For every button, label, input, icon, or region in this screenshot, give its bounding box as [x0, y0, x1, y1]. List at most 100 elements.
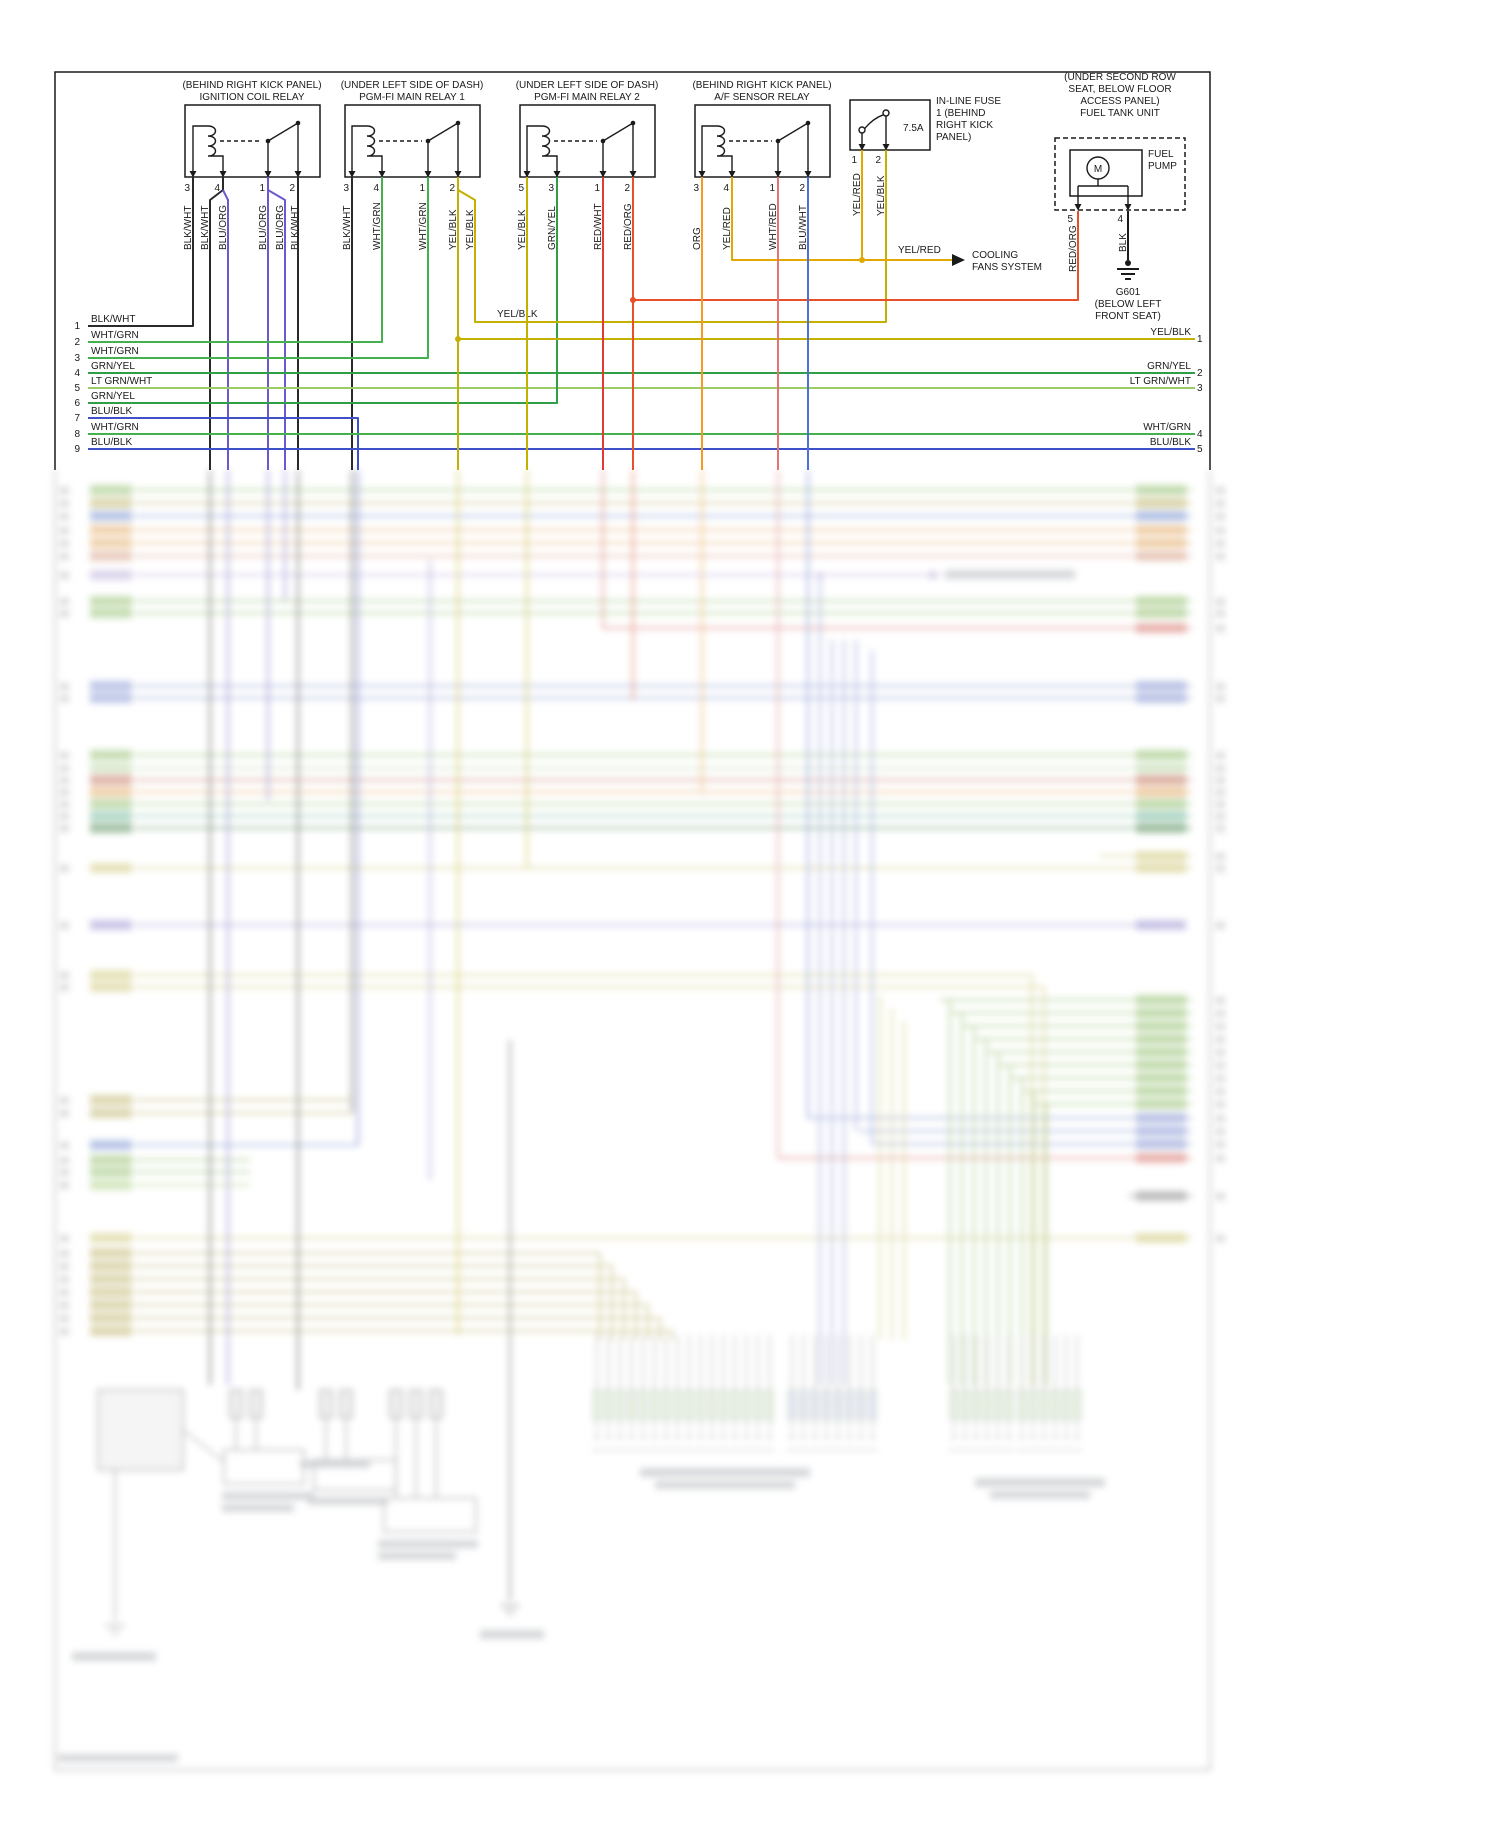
row-label: WHT/GRN	[91, 330, 139, 341]
pin-number: 2	[799, 183, 805, 194]
pin-number: 1	[259, 183, 265, 194]
wire-color-label: GRN/YEL	[547, 206, 558, 250]
ground-icon	[1117, 268, 1139, 280]
unit-location: SEAT, BELOW FLOOR	[1068, 84, 1171, 95]
row-label: GRN/YEL	[91, 391, 135, 402]
fuse-label: 1 (BEHIND	[936, 108, 985, 119]
row-number: 2	[1197, 368, 1203, 379]
wire-color-label: BLK/WHT	[183, 206, 194, 250]
left-connector-rows: 1 BLK/WHT 2 WHT/GRN 3 WHT/GRN 4 GRN/YEL …	[74, 314, 152, 455]
row-number: 8	[74, 429, 80, 440]
wire-color-label: BLU/ORG	[218, 205, 229, 250]
pin-number: 4	[373, 183, 379, 194]
pin-number: 2	[875, 155, 881, 166]
wire-color-label: BLU/ORG	[258, 205, 269, 250]
pin-arrows	[348, 171, 462, 178]
wire-color-label: BLK/WHT	[290, 206, 301, 250]
junction-dot	[859, 257, 865, 263]
row-number: 5	[74, 383, 80, 394]
blurred-wire-field	[58, 470, 1225, 1762]
cooling-dest: FANS SYSTEM	[972, 262, 1042, 273]
row-number: 4	[1197, 429, 1203, 440]
right-connector-rows: YEL/BLK 1 GRN/YEL 2 LT GRN/WHT 3 WHT/GRN…	[1130, 327, 1203, 455]
pin-number: 5	[518, 183, 524, 194]
arrow-right-icon	[952, 254, 965, 266]
in-line-fuse-1: 7.5A IN-LINE FUSE 1 (BEHIND RIGHT KICK P…	[849, 96, 1001, 216]
relay-name: IGNITION COIL RELAY	[199, 92, 304, 103]
unit-location: ACCESS PANEL)	[1080, 96, 1159, 107]
pin-number: 2	[289, 183, 295, 194]
relay-location: (BEHIND RIGHT KICK PANEL)	[692, 80, 831, 91]
pin-number: 1	[594, 183, 600, 194]
pin-number: 1	[851, 155, 857, 166]
row-label: WHT/GRN	[1143, 422, 1191, 433]
ground-location: FRONT SEAT)	[1095, 311, 1161, 322]
pin-arrows	[698, 171, 812, 178]
row-number: 1	[74, 321, 80, 332]
relay-name: PGM-FI MAIN RELAY 1	[359, 92, 465, 103]
pin-number: 1	[419, 183, 425, 194]
row-number: 6	[74, 398, 80, 409]
pin-number: 3	[343, 183, 349, 194]
wire-color-label: WHT/RED	[768, 203, 779, 250]
unit-name: FUEL TANK UNIT	[1080, 108, 1160, 119]
pin-number: 1	[769, 183, 775, 194]
wire-color-label: RED/ORG	[623, 203, 634, 250]
pin-number: 5	[1067, 214, 1073, 225]
junction-dot	[630, 297, 636, 303]
pin-arrows	[523, 171, 637, 178]
row-label: GRN/YEL	[1147, 361, 1191, 372]
relay-name: PGM-FI MAIN RELAY 2	[534, 92, 640, 103]
wire-color-label: YEL/RED	[722, 207, 733, 250]
wire-color-label: YEL/RED	[898, 245, 941, 256]
row-label: LT GRN/WHT	[1130, 376, 1191, 387]
pin-number: 3	[693, 183, 699, 194]
row-number: 5	[1197, 444, 1203, 455]
wire-color-label: YEL/BLK	[497, 309, 538, 320]
pin-number: 4	[214, 183, 220, 194]
pump-label: FUEL	[1148, 149, 1174, 160]
row-number: 2	[74, 337, 80, 348]
wire-color-label: ORG	[692, 227, 703, 250]
relay-location: (BEHIND RIGHT KICK PANEL)	[182, 80, 321, 91]
row-label: GRN/YEL	[91, 361, 135, 372]
row-label: WHT/GRN	[91, 346, 139, 357]
motor-symbol: M	[1094, 164, 1102, 175]
ground-id: G601	[1116, 287, 1141, 298]
wire-color-label: BLK/WHT	[200, 206, 211, 250]
row-number: 9	[74, 444, 80, 455]
row-label: BLK/WHT	[91, 314, 135, 325]
fuse-label: PANEL)	[936, 132, 971, 143]
pin-number: 2	[449, 183, 455, 194]
unit-location: (UNDER SECOND ROW	[1064, 72, 1176, 83]
cooling-dest: COOLING	[972, 250, 1018, 261]
upper-wiring-diagram: (BEHIND RIGHT KICK PANEL) IGNITION COIL …	[54, 71, 1211, 470]
row-label: YEL/BLK	[1150, 327, 1191, 338]
pin-number: 3	[548, 183, 554, 194]
pin-number: 4	[723, 183, 729, 194]
wire-color-label: BLK/WHT	[342, 206, 353, 250]
fuse-label: RIGHT KICK	[936, 120, 993, 131]
row-label: BLU/BLK	[91, 437, 132, 448]
wire-harness	[88, 150, 1195, 470]
bottom-components	[97, 1389, 520, 1636]
junction-dot	[455, 336, 461, 342]
fuse-rating: 7.5A	[903, 123, 924, 134]
relay-pgm-fi-main-1: (UNDER LEFT SIDE OF DASH) PGM-FI MAIN RE…	[341, 80, 484, 250]
row-label: BLU/BLK	[91, 406, 132, 417]
pin-number: 2	[624, 183, 630, 194]
fuse-label: IN-LINE FUSE	[936, 96, 1001, 107]
pin-arrows	[189, 171, 302, 178]
relay-location: (UNDER LEFT SIDE OF DASH)	[516, 80, 659, 91]
wire-color-label: YEL/BLK	[465, 209, 476, 250]
wire-color-label: YEL/BLK	[517, 209, 528, 250]
row-number: 1	[1197, 334, 1203, 345]
wire-color-label: BLK	[1118, 233, 1129, 252]
wire-color-label: RED/WHT	[593, 203, 604, 250]
fuel-tank-unit: (UNDER SECOND ROW SEAT, BELOW FLOOR ACCE…	[1054, 72, 1186, 272]
relay-ignition-coil: (BEHIND RIGHT KICK PANEL) IGNITION COIL …	[182, 80, 321, 250]
row-label: WHT/GRN	[91, 422, 139, 433]
pin-number: 3	[184, 183, 190, 194]
row-number: 3	[74, 353, 80, 364]
